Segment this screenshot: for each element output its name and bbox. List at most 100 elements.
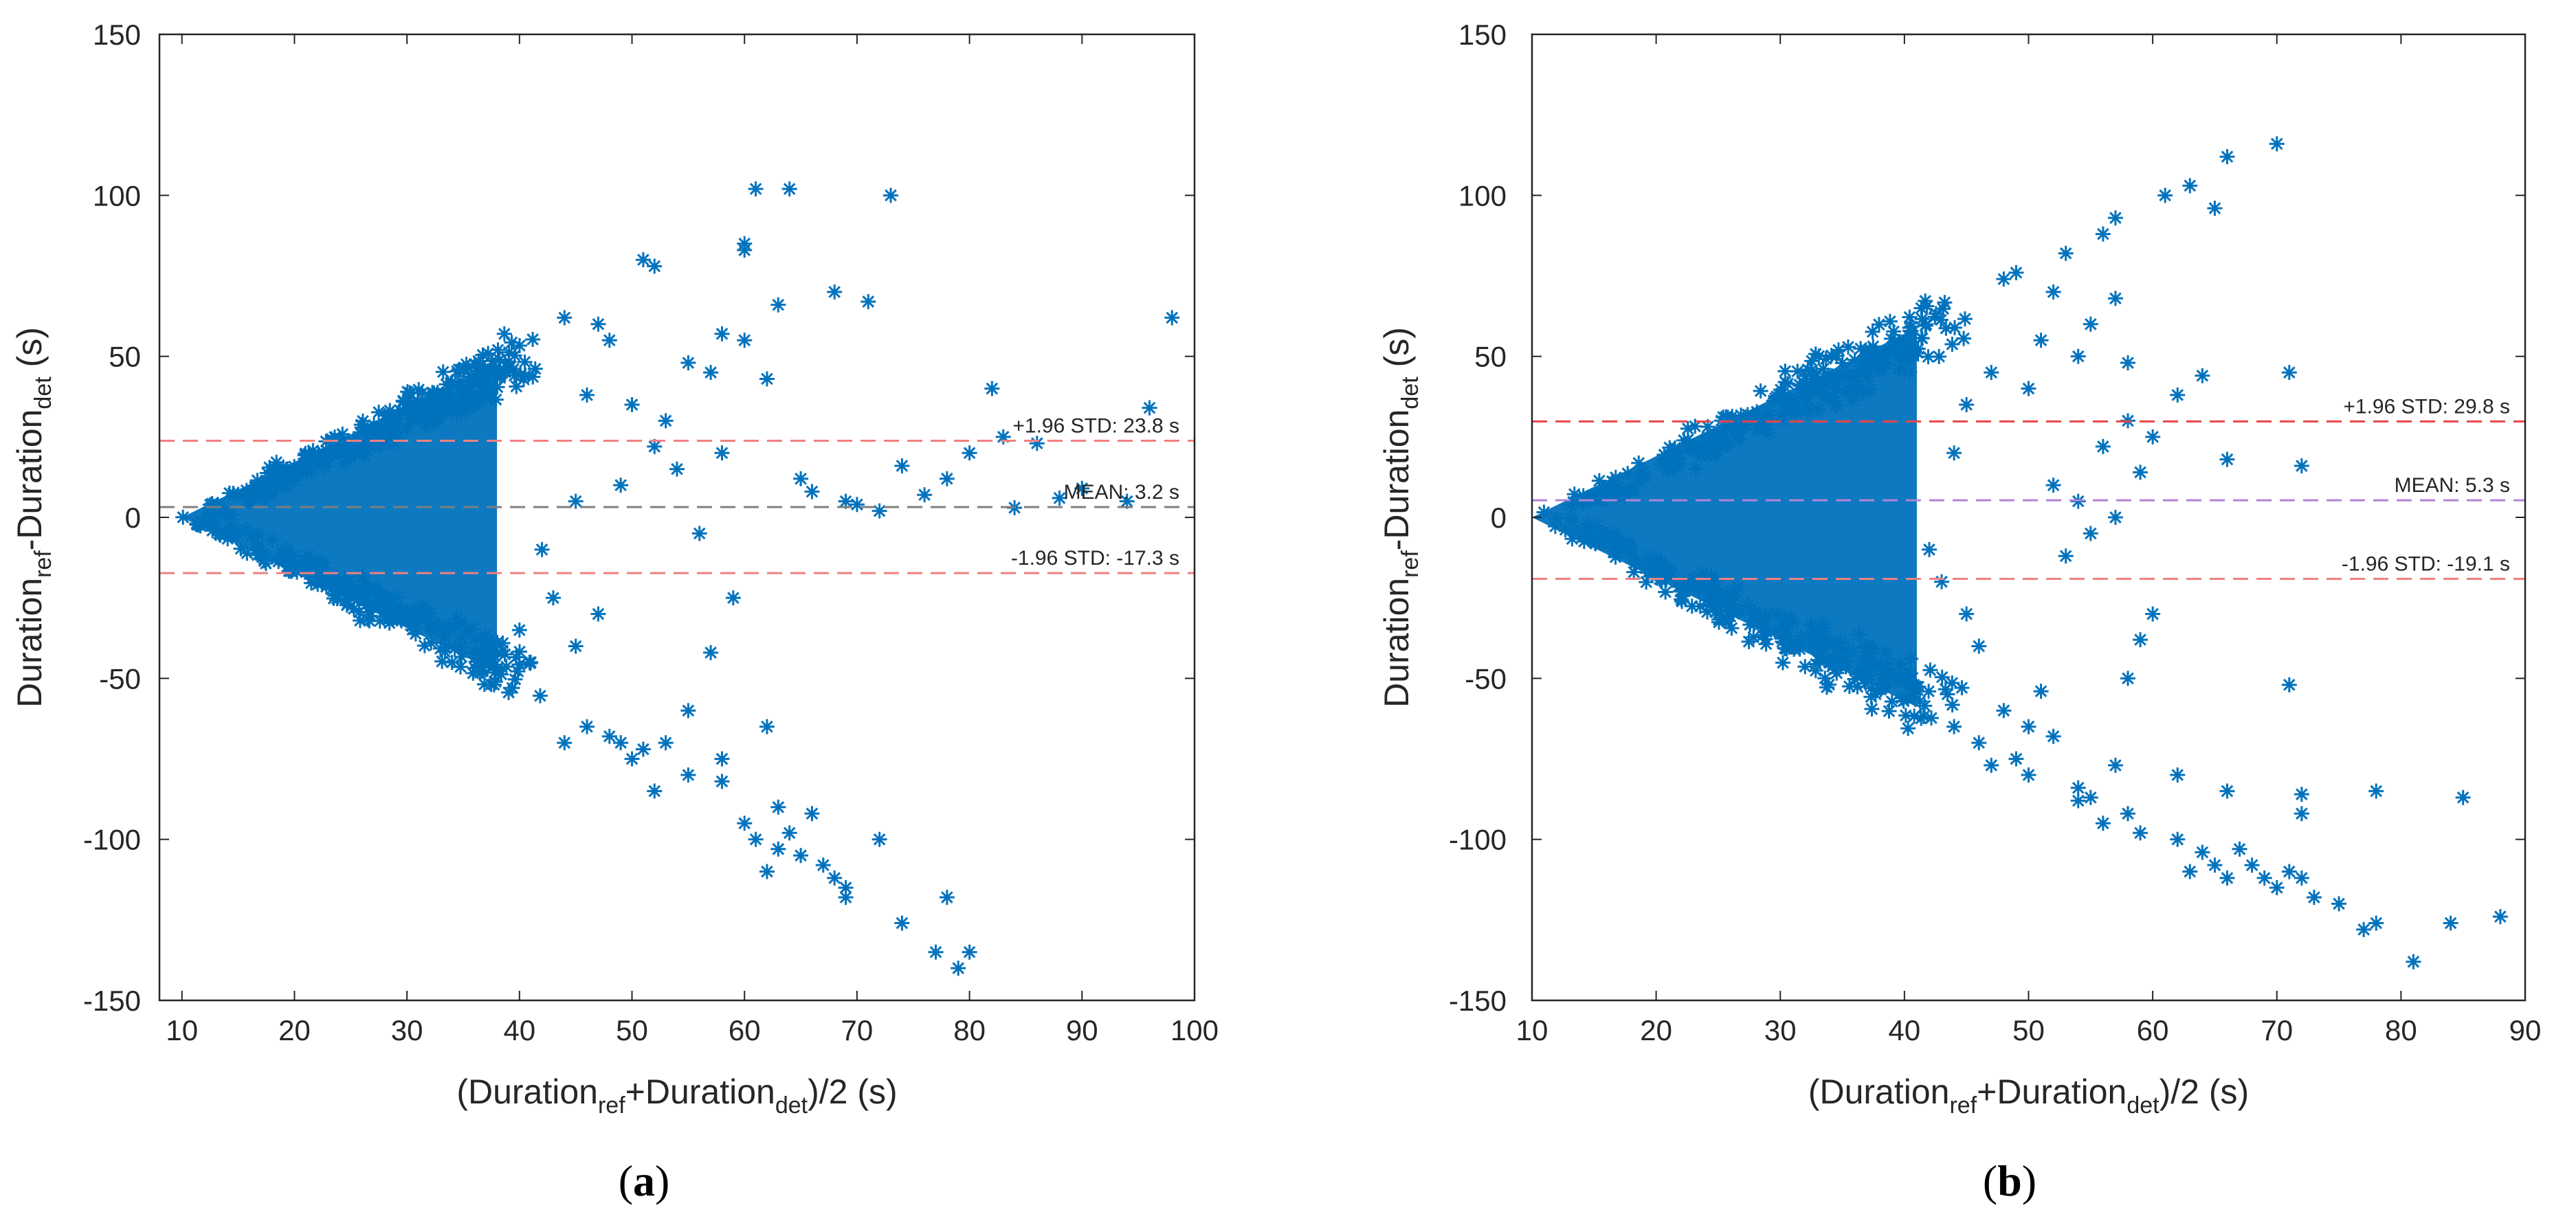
data-point-a	[827, 870, 843, 886]
data-point-a	[770, 841, 786, 857]
data-point-b	[2294, 806, 2309, 822]
outlier-points-b	[1922, 136, 2508, 969]
data-point-b	[1662, 440, 1678, 456]
y-tick-label-b: 50	[1474, 341, 1507, 373]
data-point-b	[1934, 669, 1950, 685]
data-point-a	[495, 635, 511, 651]
x-tick-label-b: 80	[2385, 1014, 2417, 1046]
data-point-b	[2095, 438, 2111, 454]
data-point-b	[2070, 780, 2086, 796]
data-point-b	[1984, 365, 1999, 381]
x-tick-label-b: 40	[1889, 1014, 1921, 1046]
data-point-b	[1882, 313, 1898, 329]
data-point-b	[2070, 348, 2086, 364]
data-point-b	[2120, 671, 2135, 686]
data-point-a	[348, 582, 364, 598]
data-point-a	[354, 591, 370, 607]
data-point-b	[1937, 295, 1953, 311]
data-point-b	[1996, 703, 2012, 719]
x-tick-label-a: 10	[166, 1014, 198, 1046]
y-tick-label-a: -150	[83, 985, 141, 1017]
data-point-b	[1868, 344, 1884, 359]
data-point-b	[1902, 309, 1918, 325]
data-point-a	[703, 365, 719, 381]
data-point-b	[1753, 383, 1768, 399]
data-point-b	[1959, 606, 1975, 622]
reference-label-mean-a: MEAN: 3.2 s	[1064, 481, 1179, 504]
data-point-a	[471, 363, 487, 379]
data-point-a	[613, 478, 629, 493]
data-point-a	[435, 364, 451, 380]
data-point-b	[1853, 364, 1869, 380]
data-point-b	[2033, 333, 2049, 348]
data-point-b	[1628, 553, 1644, 569]
data-point-b	[2219, 451, 2235, 467]
data-point-a	[217, 506, 233, 521]
data-point-a	[511, 622, 527, 638]
data-point-b	[1658, 451, 1674, 467]
data-point-b	[2107, 757, 2123, 773]
data-point-a	[658, 413, 674, 429]
data-point-a	[250, 526, 266, 541]
data-point-a	[432, 640, 448, 656]
data-point-b	[1937, 682, 1953, 697]
data-point-b	[2120, 806, 2135, 822]
data-point-b	[1790, 363, 1806, 379]
data-point-a	[838, 890, 854, 906]
data-point-b	[1803, 617, 1819, 633]
data-point-b	[1639, 574, 1654, 590]
data-point-a	[372, 588, 388, 604]
data-point-a	[1052, 490, 1067, 506]
data-point-b	[2045, 284, 2061, 300]
data-point-a	[375, 598, 391, 614]
data-point-b	[2070, 793, 2086, 809]
data-point-b	[1924, 710, 1940, 726]
data-point-a	[725, 590, 741, 606]
data-point-a	[917, 487, 933, 503]
data-point-b	[1700, 604, 1716, 620]
data-point-a	[1164, 310, 1180, 326]
data-point-b	[1711, 612, 1726, 627]
data-point-b	[2133, 632, 2148, 648]
data-point-b	[1547, 519, 1563, 535]
y-tick-label-a: 0	[125, 502, 141, 534]
data-point-a	[635, 741, 651, 757]
data-point-b	[1818, 390, 1834, 405]
data-point-b	[1812, 653, 1828, 669]
reference-label-lower-b: -1.96 STD: -19.1 s	[2342, 553, 2510, 576]
data-point-a	[939, 890, 955, 906]
data-point-b	[1860, 354, 1876, 370]
data-point-b	[2021, 381, 2036, 396]
data-point-a	[601, 333, 617, 348]
data-point-b	[2058, 548, 2074, 564]
data-point-a	[523, 654, 539, 670]
data-point-a	[624, 396, 640, 412]
data-point-b	[2182, 864, 2198, 879]
data-point-b	[1566, 494, 1581, 510]
reference-label-upper-b: +1.96 STD: 29.8 s	[2343, 395, 2510, 418]
data-point-b	[2195, 368, 2210, 383]
x-tick-label-a: 30	[391, 1014, 423, 1046]
data-point-b	[2083, 316, 2098, 332]
data-point-b	[1957, 311, 1973, 327]
data-point-b	[1536, 504, 1552, 520]
y-axis-title-b: Durationref-Durationdet (s)	[1377, 327, 1423, 708]
data-point-a	[557, 310, 573, 326]
data-point-a	[680, 767, 696, 783]
data-point-a	[928, 944, 944, 960]
data-point-b	[2021, 719, 2036, 734]
data-point-a	[474, 374, 490, 390]
data-point-a	[351, 605, 367, 620]
data-point-b	[1903, 651, 1919, 666]
data-point-a	[414, 605, 430, 621]
data-point-b	[2492, 909, 2508, 925]
data-point-b	[1891, 346, 1907, 362]
data-point-a	[714, 445, 730, 461]
data-point-b	[1910, 345, 1926, 361]
data-point-a	[525, 331, 541, 347]
data-point-b	[1881, 704, 1897, 719]
data-point-b	[1891, 361, 1907, 377]
data-point-a	[737, 333, 753, 348]
data-point-b	[1873, 682, 1889, 697]
data-point-a	[590, 316, 606, 332]
